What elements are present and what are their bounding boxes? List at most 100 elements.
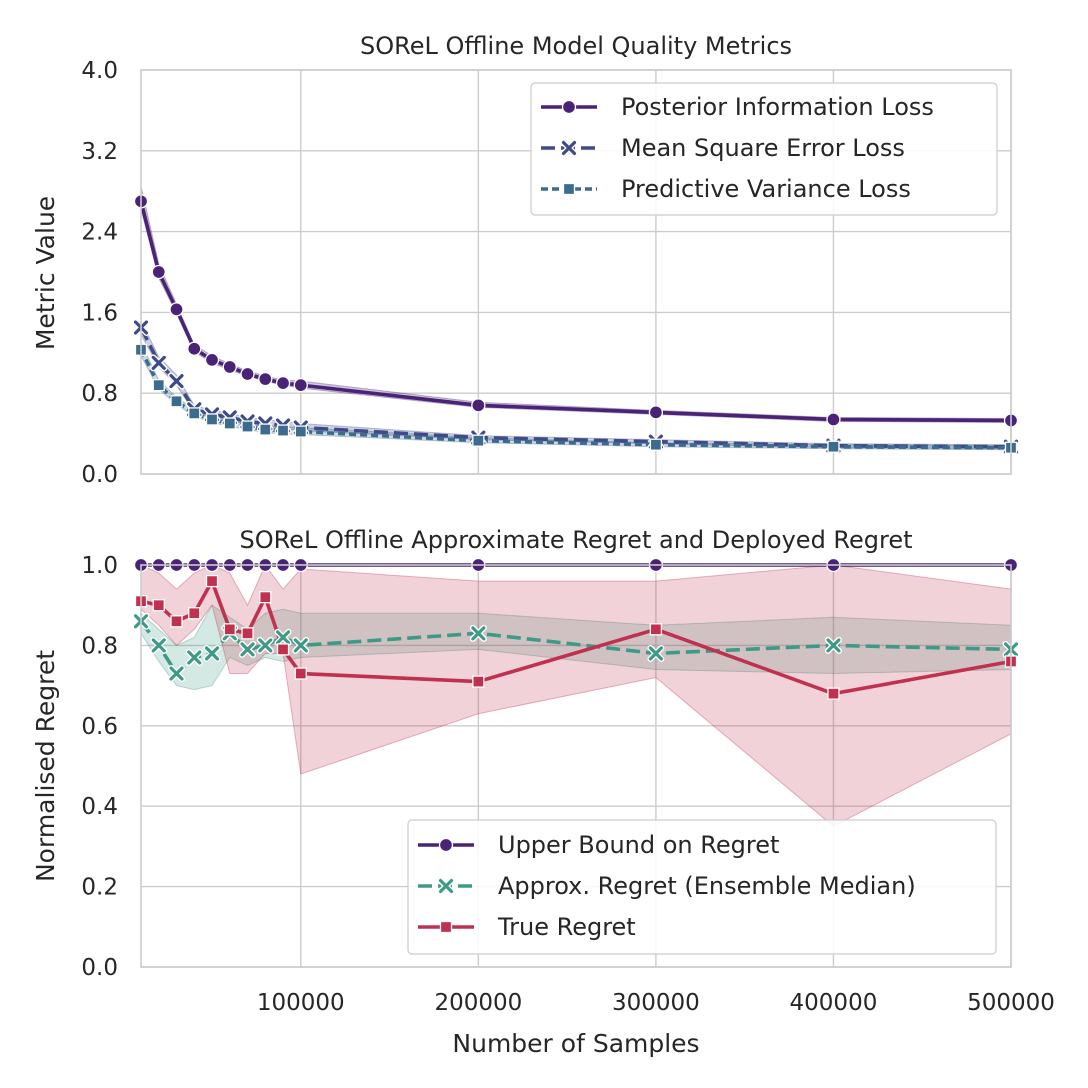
posterior-information-loss-point (204, 352, 220, 368)
true-regret-point (276, 643, 290, 656)
y-tick-label: 2.4 (81, 220, 118, 246)
posterior-information-loss-point (258, 371, 273, 387)
approx-regret-ensemble-median-point (204, 646, 220, 661)
y-tick-label: 0.2 (81, 875, 118, 901)
legend-label: Approx. Regret (Ensemble Median) (498, 872, 916, 900)
true-regret-point (294, 667, 307, 680)
plot-frame (140, 69, 1012, 475)
true-regret-point (472, 675, 485, 688)
legend-marker (438, 878, 454, 894)
y-ticks: 0.0 0.2 0.4 0.6 0.8 1.0 (81, 553, 118, 981)
legend-label: Upper Bound on Regret (498, 831, 779, 859)
legend-label: Posterior Information Loss (621, 93, 934, 121)
predictive-variance-loss-point (188, 407, 201, 420)
approx-regret-ensemble-median-point (275, 630, 291, 645)
legend-entry-true-regret: True Regret (418, 913, 636, 941)
legend: Upper Bound on Regret Approx. Regret (Ens… (407, 819, 997, 955)
true-regret-point (259, 591, 272, 604)
posterior-information-loss-point (648, 405, 664, 420)
posterior-information-loss-point (169, 302, 184, 317)
legend-marker (439, 920, 453, 934)
true-regret-point (649, 623, 663, 636)
y-tick-label: 0.8 (81, 633, 118, 659)
y-axis-label: Metric Value (31, 196, 60, 350)
posterior-information-loss-point (187, 341, 202, 356)
plot-frame (140, 564, 1012, 968)
legend-entry-predictive-variance-loss: Predictive Variance Loss (541, 175, 911, 203)
legend-entry-upper-bound-on-regret: Upper Bound on Regret (418, 831, 779, 859)
approx-regret-ensemble-median-point (258, 638, 273, 653)
panel-title: SOReL Offline Approximate Regret and Dep… (239, 526, 912, 554)
y-tick-label: 0.0 (81, 462, 118, 488)
mean-square-error-loss-point (169, 373, 184, 389)
posterior-information-loss-point (293, 377, 308, 393)
predictive-variance-loss-point (649, 438, 663, 451)
y-tick-label: 4.0 (81, 58, 118, 84)
y-tick-label: 1.6 (81, 300, 118, 326)
x-tick-label: 300000 (612, 990, 700, 1016)
panel-model-quality: SOReL Offline Model Quality Metrics Metr… (31, 32, 1020, 488)
true-regret-point (241, 627, 254, 640)
true-regret-point (170, 615, 183, 628)
y-tick-label: 0.8 (81, 381, 118, 407)
x-tick-label: 500000 (967, 990, 1055, 1016)
true-regret-point (223, 623, 236, 636)
true-regret-point (188, 607, 201, 620)
x-tick-label: 400000 (790, 990, 878, 1016)
x-axis-label: Number of Samples (452, 1029, 699, 1058)
y-tick-label: 0.6 (81, 714, 118, 740)
predictive-variance-loss-point (472, 434, 485, 447)
series-markers (132, 194, 1020, 456)
true-regret-point (205, 574, 219, 588)
legend: Posterior Information Loss Mean Square Er… (530, 82, 998, 216)
legend-entry-posterior-information-loss: Posterior Information Loss (541, 93, 934, 121)
y-tick-label: 0.0 (81, 955, 118, 981)
approx-regret-ensemble-median-point (169, 666, 184, 681)
predictive-variance-loss-point (170, 395, 183, 408)
posterior-information-loss-point (240, 366, 255, 382)
legend-marker (562, 182, 576, 196)
approx-regret-ensemble-median-point (826, 638, 841, 653)
mean-square-error-loss-point (151, 355, 166, 370)
legend-label: Mean Square Error Loss (621, 134, 905, 162)
legend-label: Predictive Variance Loss (621, 175, 911, 203)
y-axis-label: Normalised Regret (31, 650, 60, 882)
legend-entry-approx-regret-ensemble-median: Approx. Regret (Ensemble Median) (418, 872, 916, 900)
predictive-variance-loss-point (276, 424, 290, 437)
posterior-information-loss-point (222, 359, 237, 375)
predictive-variance-loss-point (223, 417, 236, 430)
panel-regret: SOReL Offline Approximate Regret and Dep… (31, 526, 1055, 1058)
legend-label: True Regret (497, 913, 636, 941)
posterior-information-loss-point (471, 398, 486, 413)
legend-entry-mean-square-error-loss: Mean Square Error Loss (541, 134, 905, 162)
legend-marker (438, 837, 454, 853)
approx-regret-ensemble-median-point (151, 638, 166, 653)
approx-regret-ensemble-median-point (293, 638, 308, 653)
predictive-variance-loss-point (205, 413, 219, 426)
y-tick-label: 0.4 (81, 794, 118, 820)
legend-box (407, 819, 997, 955)
approx-regret-ensemble-median-point (240, 642, 255, 657)
true-regret-point (152, 599, 165, 612)
panel-title: SOReL Offline Model Quality Metrics (360, 32, 792, 60)
predictive-variance-loss-point (241, 420, 254, 433)
true-regret-band (141, 564, 1011, 827)
y-tick-label: 1.0 (81, 553, 118, 579)
predictive-variance-loss-point (294, 425, 307, 438)
y-tick-label: 3.2 (81, 139, 118, 165)
approx-regret-ensemble-median-point (187, 650, 202, 665)
approx-regret-ensemble-median-point (471, 626, 486, 641)
true-regret-point (827, 687, 840, 700)
x-tick-label: 200000 (434, 990, 522, 1016)
legend-box (530, 82, 998, 216)
posterior-information-loss-point (826, 412, 841, 427)
x-ticks: 100000 200000 300000 400000 500000 (257, 990, 1055, 1016)
x-tick-label: 100000 (257, 990, 345, 1016)
predictive-variance-loss-point (827, 440, 840, 453)
approx-regret-ensemble-median-point (648, 646, 663, 661)
legend-marker (561, 99, 577, 115)
y-ticks: 0.0 0.8 1.6 2.4 3.2 4.0 (81, 58, 118, 488)
predictive-variance-loss-point (152, 378, 165, 392)
posterior-information-loss-line (141, 200, 1011, 423)
